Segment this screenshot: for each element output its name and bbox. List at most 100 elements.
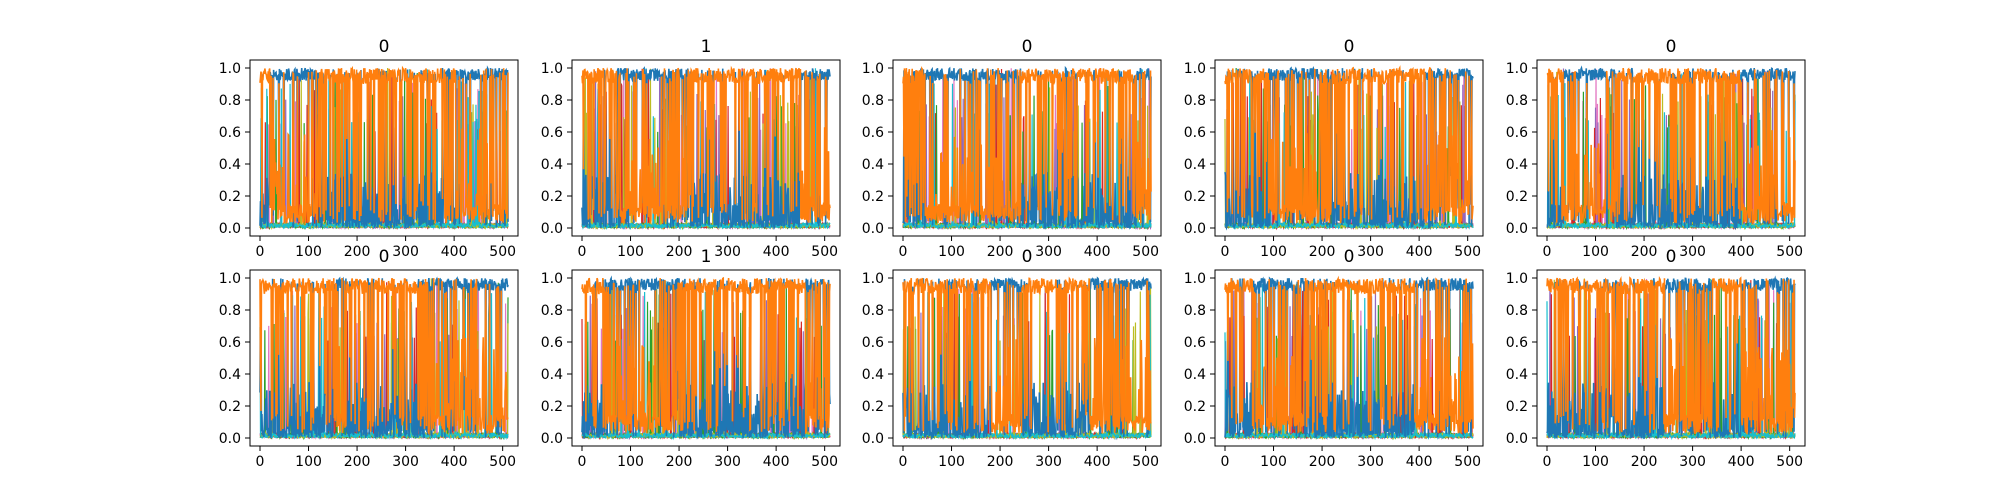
plot-area-3 <box>1224 65 1474 231</box>
series-line-2 <box>259 69 509 230</box>
y-tick-label: 0.4 <box>219 367 241 383</box>
x-tick-label: 300 <box>714 244 741 260</box>
y-tick-label: 1.0 <box>1184 61 1206 77</box>
x-tick-label: 0 <box>1543 454 1552 470</box>
subplot-title: 1 <box>701 247 712 267</box>
axes-frame <box>1214 59 1484 237</box>
axes-frame <box>571 269 841 447</box>
x-tick-label: 400 <box>763 244 790 260</box>
y-tick-label: 1.0 <box>862 271 884 287</box>
x-tick-label: 400 <box>1406 244 1433 260</box>
x-tick-label: 300 <box>1679 454 1706 470</box>
x-tick-label: 100 <box>617 454 644 470</box>
subplot-title: 0 <box>1022 37 1033 57</box>
plot-area-1 <box>581 65 831 231</box>
y-tick-label: 0.0 <box>1184 431 1206 447</box>
y-tick-label: 0.0 <box>219 431 241 447</box>
series-line-0 <box>581 66 831 231</box>
y-tick-label: 0.2 <box>219 189 241 205</box>
x-tick-label: 300 <box>1035 244 1062 260</box>
y-tick-label: 0.0 <box>1506 221 1528 237</box>
x-tick-label: 0 <box>899 454 908 470</box>
series-line-1 <box>581 276 831 435</box>
y-tick-label: 0.4 <box>1184 367 1206 383</box>
subplot-title: 0 <box>379 37 390 57</box>
x-tick-label: 200 <box>344 244 371 260</box>
x-tick-label: 0 <box>256 454 265 470</box>
subplot-title: 0 <box>1022 247 1033 267</box>
y-tick-label: 0.0 <box>219 221 241 237</box>
axes-frame <box>892 269 1162 447</box>
x-tick-label: 0 <box>1221 454 1230 470</box>
plot-area-7 <box>902 276 1152 441</box>
y-tick-label: 0.6 <box>219 125 241 141</box>
axes-frame <box>571 59 841 237</box>
x-tick-label: 0 <box>578 454 587 470</box>
y-tick-label: 0.8 <box>541 93 563 109</box>
subplot-title: 0 <box>379 247 390 267</box>
axes-frame <box>1214 269 1484 447</box>
plot-area-0 <box>259 65 509 231</box>
subplot-title: 0 <box>1666 37 1677 57</box>
plot-area-2 <box>902 65 1152 231</box>
subplot-0: 0 0 100 200 300 400 500 0.0 0.2 0.4 0.6 0.8 1.0 <box>219 37 519 260</box>
y-tick-label: 0.6 <box>862 335 884 351</box>
subplot-4: 0 0 100 200 300 400 500 0.0 0.2 0.4 0.6 0.8 1.0 <box>1506 37 1806 260</box>
x-tick-label: 500 <box>1776 454 1803 470</box>
x-tick-label: 0 <box>256 244 265 260</box>
series-line-1 <box>1546 67 1796 224</box>
series-line-0 <box>1546 65 1796 231</box>
y-tick-label: 0.8 <box>541 303 563 319</box>
x-tick-label: 300 <box>1357 454 1384 470</box>
y-tick-label: 0.4 <box>219 157 241 173</box>
x-tick-label: 100 <box>1582 244 1609 260</box>
subplot-title: 0 <box>1344 37 1355 57</box>
subplot-9: 0 0 100 200 300 400 500 0.0 0.2 0.4 0.6 0.8 1.0 <box>1506 247 1806 470</box>
series-line-2 <box>902 290 1152 441</box>
axes-frame <box>1536 59 1806 237</box>
y-tick-label: 0.0 <box>1506 431 1528 447</box>
subplot-5: 0 0 100 200 300 400 500 0.0 0.2 0.4 0.6 0.8 1.0 <box>219 247 519 470</box>
x-tick-label: 100 <box>1260 244 1287 260</box>
y-tick-label: 1.0 <box>1506 61 1528 77</box>
y-tick-label: 0.6 <box>862 125 884 141</box>
x-tick-label: 500 <box>1454 244 1481 260</box>
x-tick-label: 200 <box>1631 454 1658 470</box>
x-tick-label: 500 <box>489 244 516 260</box>
y-tick-label: 0.6 <box>541 125 563 141</box>
y-tick-label: 0.0 <box>1184 221 1206 237</box>
y-tick-label: 0.0 <box>541 221 563 237</box>
y-tick-label: 1.0 <box>862 61 884 77</box>
axes-frame <box>892 59 1162 237</box>
x-tick-label: 200 <box>1309 454 1336 470</box>
x-tick-label: 400 <box>441 244 468 260</box>
x-tick-label: 300 <box>1035 454 1062 470</box>
x-tick-label: 300 <box>714 454 741 470</box>
y-tick-label: 0.4 <box>1506 157 1528 173</box>
y-tick-label: 0.8 <box>1506 93 1528 109</box>
y-tick-label: 0.0 <box>541 431 563 447</box>
x-tick-label: 0 <box>1543 244 1552 260</box>
y-tick-label: 1.0 <box>219 61 241 77</box>
y-tick-label: 1.0 <box>219 271 241 287</box>
series-line-1 <box>1224 275 1474 435</box>
x-tick-label: 400 <box>441 454 468 470</box>
y-tick-label: 0.2 <box>1184 399 1206 415</box>
subplot-2: 0 0 100 200 300 400 500 0.0 0.2 0.4 0.6 0.8 1.0 <box>862 37 1162 260</box>
x-tick-label: 200 <box>666 454 693 470</box>
subplot-title: 0 <box>1666 247 1677 267</box>
x-tick-label: 400 <box>1084 454 1111 470</box>
axes-frame <box>249 59 519 237</box>
y-tick-label: 0.6 <box>1184 125 1206 141</box>
series-line-1 <box>1224 65 1474 226</box>
y-tick-label: 0.6 <box>219 335 241 351</box>
series-line-1 <box>259 65 509 226</box>
x-tick-label: 500 <box>1132 244 1159 260</box>
series-line-1 <box>902 276 1152 436</box>
y-tick-label: 0.6 <box>1184 335 1206 351</box>
y-tick-label: 0.6 <box>1506 335 1528 351</box>
y-tick-label: 0.2 <box>541 189 563 205</box>
x-tick-label: 200 <box>1309 244 1336 260</box>
x-tick-label: 0 <box>578 244 587 260</box>
x-tick-label: 400 <box>1406 454 1433 470</box>
